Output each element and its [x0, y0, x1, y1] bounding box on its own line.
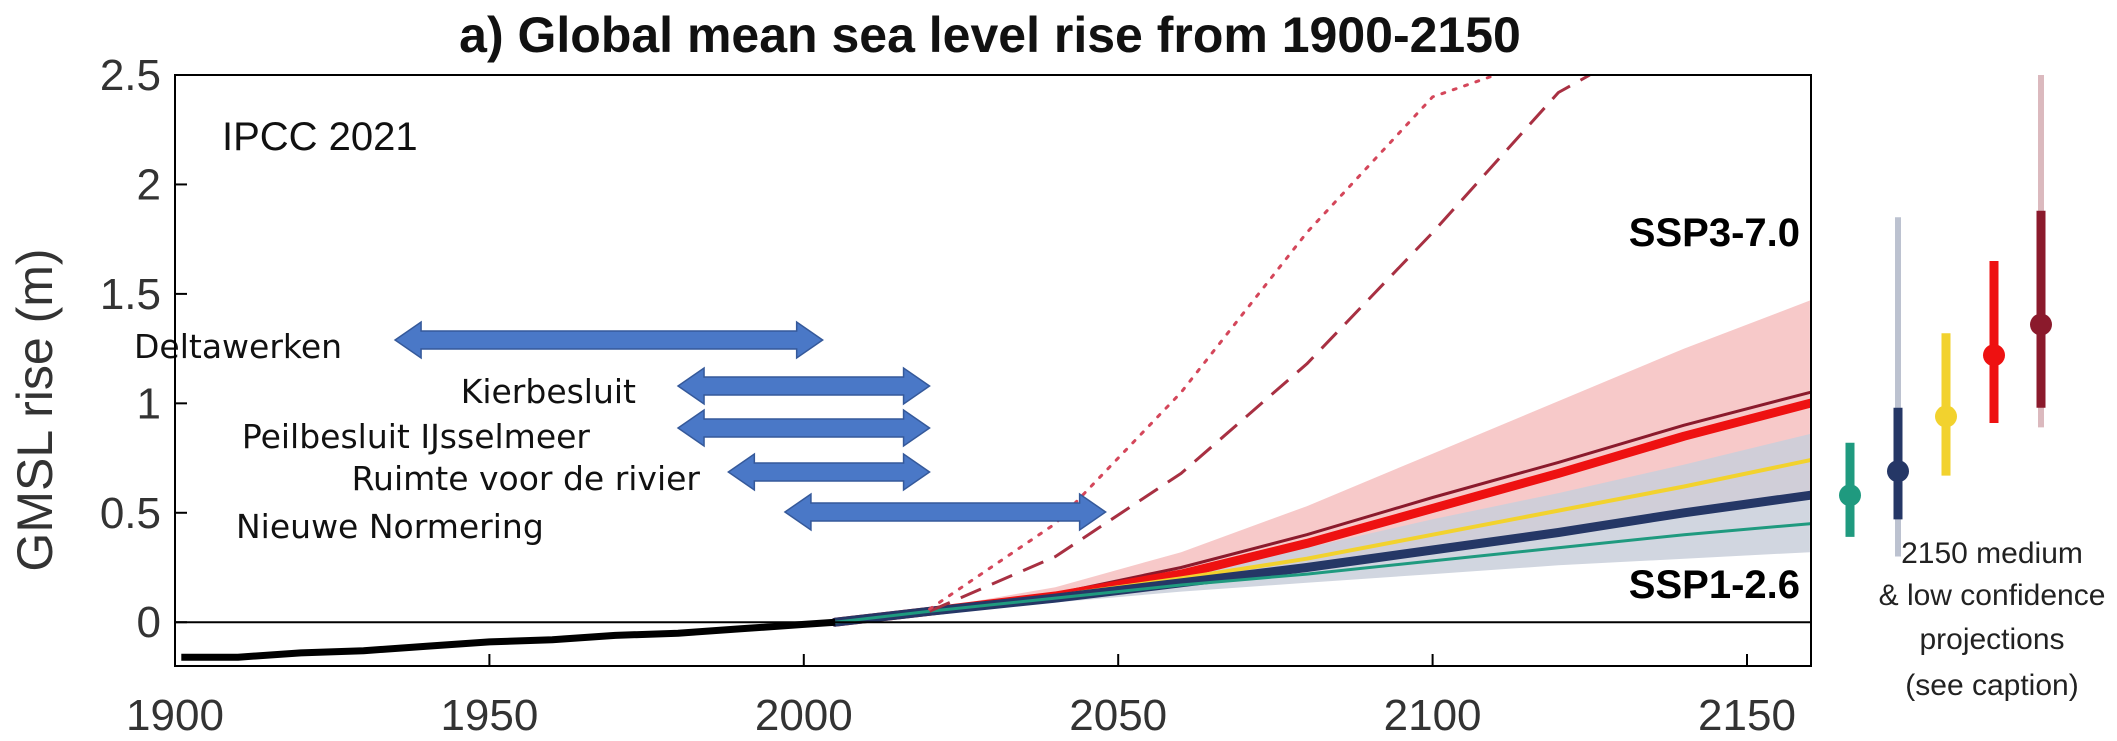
x-ticks: 1900 1950 2000 2050 2100 2150 [126, 654, 1796, 740]
chart-title: a) Global mean sea level rise from 1900-… [459, 7, 1521, 63]
projections-caption-line: projections [1919, 623, 2064, 656]
projections-caption: 2150 medium & low confidence projections (s… [1879, 537, 2106, 702]
source-label: IPCC 2021 [222, 115, 418, 159]
projection-median-dot [1839, 484, 1861, 507]
y-ticks: 0 0.5 1 1.5 2 2.5 [100, 51, 187, 647]
y-tick-label: 1.5 [100, 270, 161, 319]
y-tick-label: 0.5 [100, 489, 161, 538]
policy-arrow [727, 452, 931, 492]
policy-label: Deltawerken [134, 327, 342, 366]
policy-label: Kierbesluit [461, 372, 636, 411]
x-tick-label: 1900 [126, 691, 224, 740]
scenario-label-low: SSP1-2.6 [1629, 563, 1800, 607]
observed-record [181, 618, 836, 661]
projection-lines [830, 75, 1811, 627]
projection-median-dot [1935, 405, 1957, 428]
projection-median-dot [1983, 344, 2005, 367]
projections-caption-line: 2150 medium [1901, 537, 2083, 570]
projection-median-dot [2030, 313, 2052, 336]
y-tick-label: 0 [137, 598, 161, 647]
scenario-label-high: SSP3-7.0 [1629, 211, 1800, 255]
x-tick-label: 1950 [440, 691, 538, 740]
x-tick-label: 2050 [1069, 691, 1167, 740]
x-tick-label: 2000 [755, 691, 853, 740]
projection-line [929, 75, 1591, 613]
projections-2150 [1839, 75, 2052, 557]
x-tick-label: 2150 [1698, 691, 1796, 740]
policy-arrow [783, 492, 1107, 532]
policy-label: Ruimte voor de rivier [352, 459, 701, 498]
projection-line [833, 522, 1811, 624]
observed-line [181, 618, 836, 661]
policy-arrow [676, 408, 931, 448]
x-tick-label: 2100 [1384, 691, 1482, 740]
policy-label: Nieuwe Normering [236, 507, 544, 546]
projections-caption-line: & low confidence [1879, 579, 2106, 612]
y-tick-label: 1 [137, 379, 161, 428]
projections-caption-line: (see caption) [1905, 669, 2078, 702]
plot-frame [174, 74, 1812, 667]
projection-median-dot [1887, 460, 1909, 483]
policy-label: Peilbesluit IJsselmeer [242, 417, 591, 456]
y-tick-label: 2 [137, 160, 161, 209]
projection-line [928, 75, 1497, 611]
policy-arrow [676, 366, 931, 406]
y-tick-label: 2.5 [100, 51, 161, 100]
policy-arrow [393, 320, 824, 360]
y-axis-label: GMSL rise (m) [7, 248, 63, 571]
policy-arrows: Deltawerken Kierbesluit Peilbesluit IJssel… [134, 320, 1107, 546]
